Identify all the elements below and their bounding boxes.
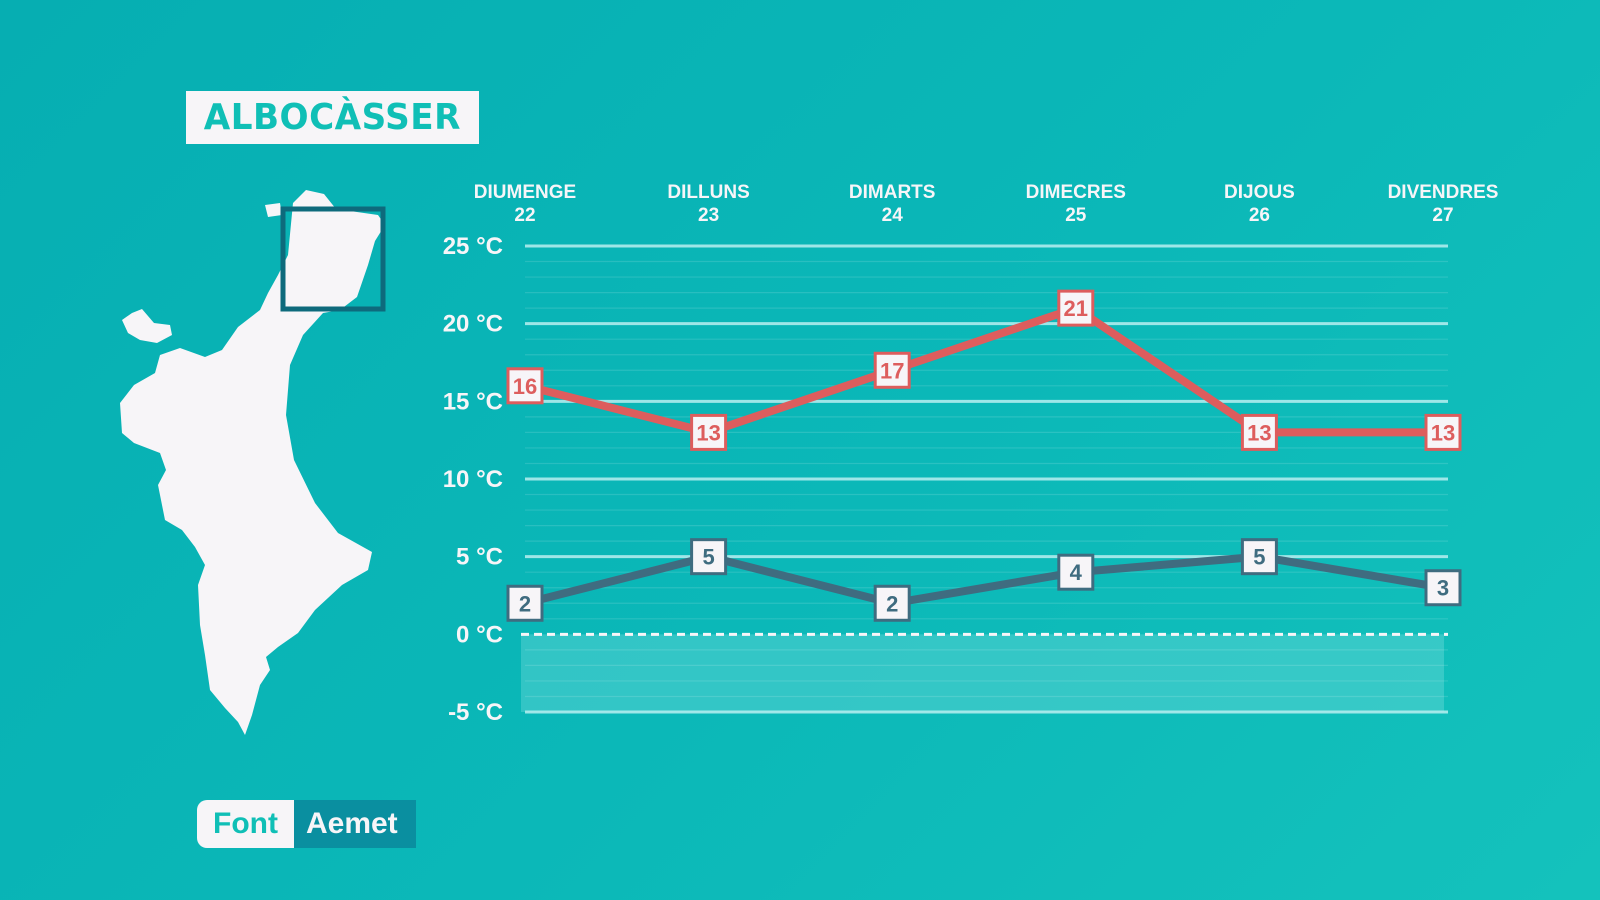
- data-point-marker: [1057, 289, 1095, 327]
- data-point-label: 5: [702, 545, 714, 570]
- data-point-min: 2: [873, 584, 911, 622]
- data-point-marker: [690, 413, 728, 451]
- x-tick-date-label: 25: [1065, 205, 1087, 226]
- data-point-label: 13: [1431, 420, 1455, 445]
- data-point-marker: [1424, 413, 1462, 451]
- data-point-min: 4: [1057, 553, 1095, 591]
- location-title-box: ALBOCÀSSER: [186, 91, 479, 144]
- data-point-marker: [1240, 413, 1278, 451]
- location-title: ALBOCÀSSER: [203, 97, 462, 138]
- data-point-marker: [1424, 569, 1462, 607]
- data-point-max: 16: [506, 367, 544, 405]
- x-tick-date-label: 26: [1249, 205, 1270, 226]
- source-badge: Font Aemet: [197, 800, 416, 848]
- data-point-min: 3: [1424, 569, 1462, 607]
- data-point-label: 21: [1064, 296, 1088, 321]
- valencian-community-map-icon: [120, 190, 386, 735]
- x-tick-day-label: DIUMENGE: [474, 182, 576, 203]
- data-point-marker: [873, 351, 911, 389]
- data-point-max: 17: [873, 351, 911, 389]
- x-tick-date-label: 27: [1432, 205, 1453, 226]
- data-point-label: 2: [519, 591, 531, 616]
- data-point-marker: [1240, 538, 1278, 576]
- data-point-max: 13: [1424, 413, 1462, 451]
- data-point-max: 21: [1057, 289, 1095, 327]
- y-tick-label: 20 °C: [443, 311, 503, 338]
- source-value: Aemet: [293, 800, 416, 848]
- data-point-label: 2: [886, 591, 898, 616]
- data-point-label: 13: [696, 420, 720, 445]
- data-point-label: 4: [1070, 560, 1083, 585]
- x-tick-day-label: DIJOUS: [1224, 182, 1295, 203]
- data-point-min: 5: [690, 538, 728, 576]
- y-tick-label: 10 °C: [443, 466, 503, 493]
- data-point-marker: [506, 584, 544, 622]
- data-point-label: 5: [1253, 545, 1265, 570]
- y-tick-label: -5 °C: [448, 699, 503, 726]
- y-tick-label: 15 °C: [443, 388, 503, 415]
- data-point-min: 2: [506, 584, 544, 622]
- data-point-marker: [873, 584, 911, 622]
- data-point-max: 13: [690, 413, 728, 451]
- x-tick-day-label: DIMARTS: [849, 182, 936, 203]
- data-point-label: 17: [880, 358, 904, 383]
- data-point-label: 13: [1247, 420, 1271, 445]
- below-zero-band: [521, 634, 1444, 712]
- x-tick-day-label: DILLUNS: [667, 182, 749, 203]
- source-label: Font: [197, 800, 294, 848]
- x-tick-date-label: 22: [514, 205, 535, 226]
- data-point-marker: [506, 367, 544, 405]
- data-point-label: 16: [513, 374, 537, 399]
- series-line-max: [524, 304, 1443, 437]
- data-point-marker: [690, 538, 728, 576]
- data-point-marker: [1057, 553, 1095, 591]
- series-line-min: [524, 552, 1444, 608]
- y-tick-label: 5 °C: [456, 544, 503, 571]
- x-tick-date-label: 24: [882, 205, 904, 226]
- data-point-max: 13: [1240, 413, 1278, 451]
- data-point-min: 5: [1240, 538, 1278, 576]
- data-point-label: 3: [1437, 576, 1449, 601]
- y-tick-label: 25 °C: [443, 233, 503, 260]
- y-tick-label: 0 °C: [456, 621, 503, 648]
- x-tick-day-label: DIMECRES: [1026, 182, 1126, 203]
- x-tick-day-label: DIVENDRES: [1388, 182, 1499, 203]
- x-tick-date-label: 23: [698, 205, 719, 226]
